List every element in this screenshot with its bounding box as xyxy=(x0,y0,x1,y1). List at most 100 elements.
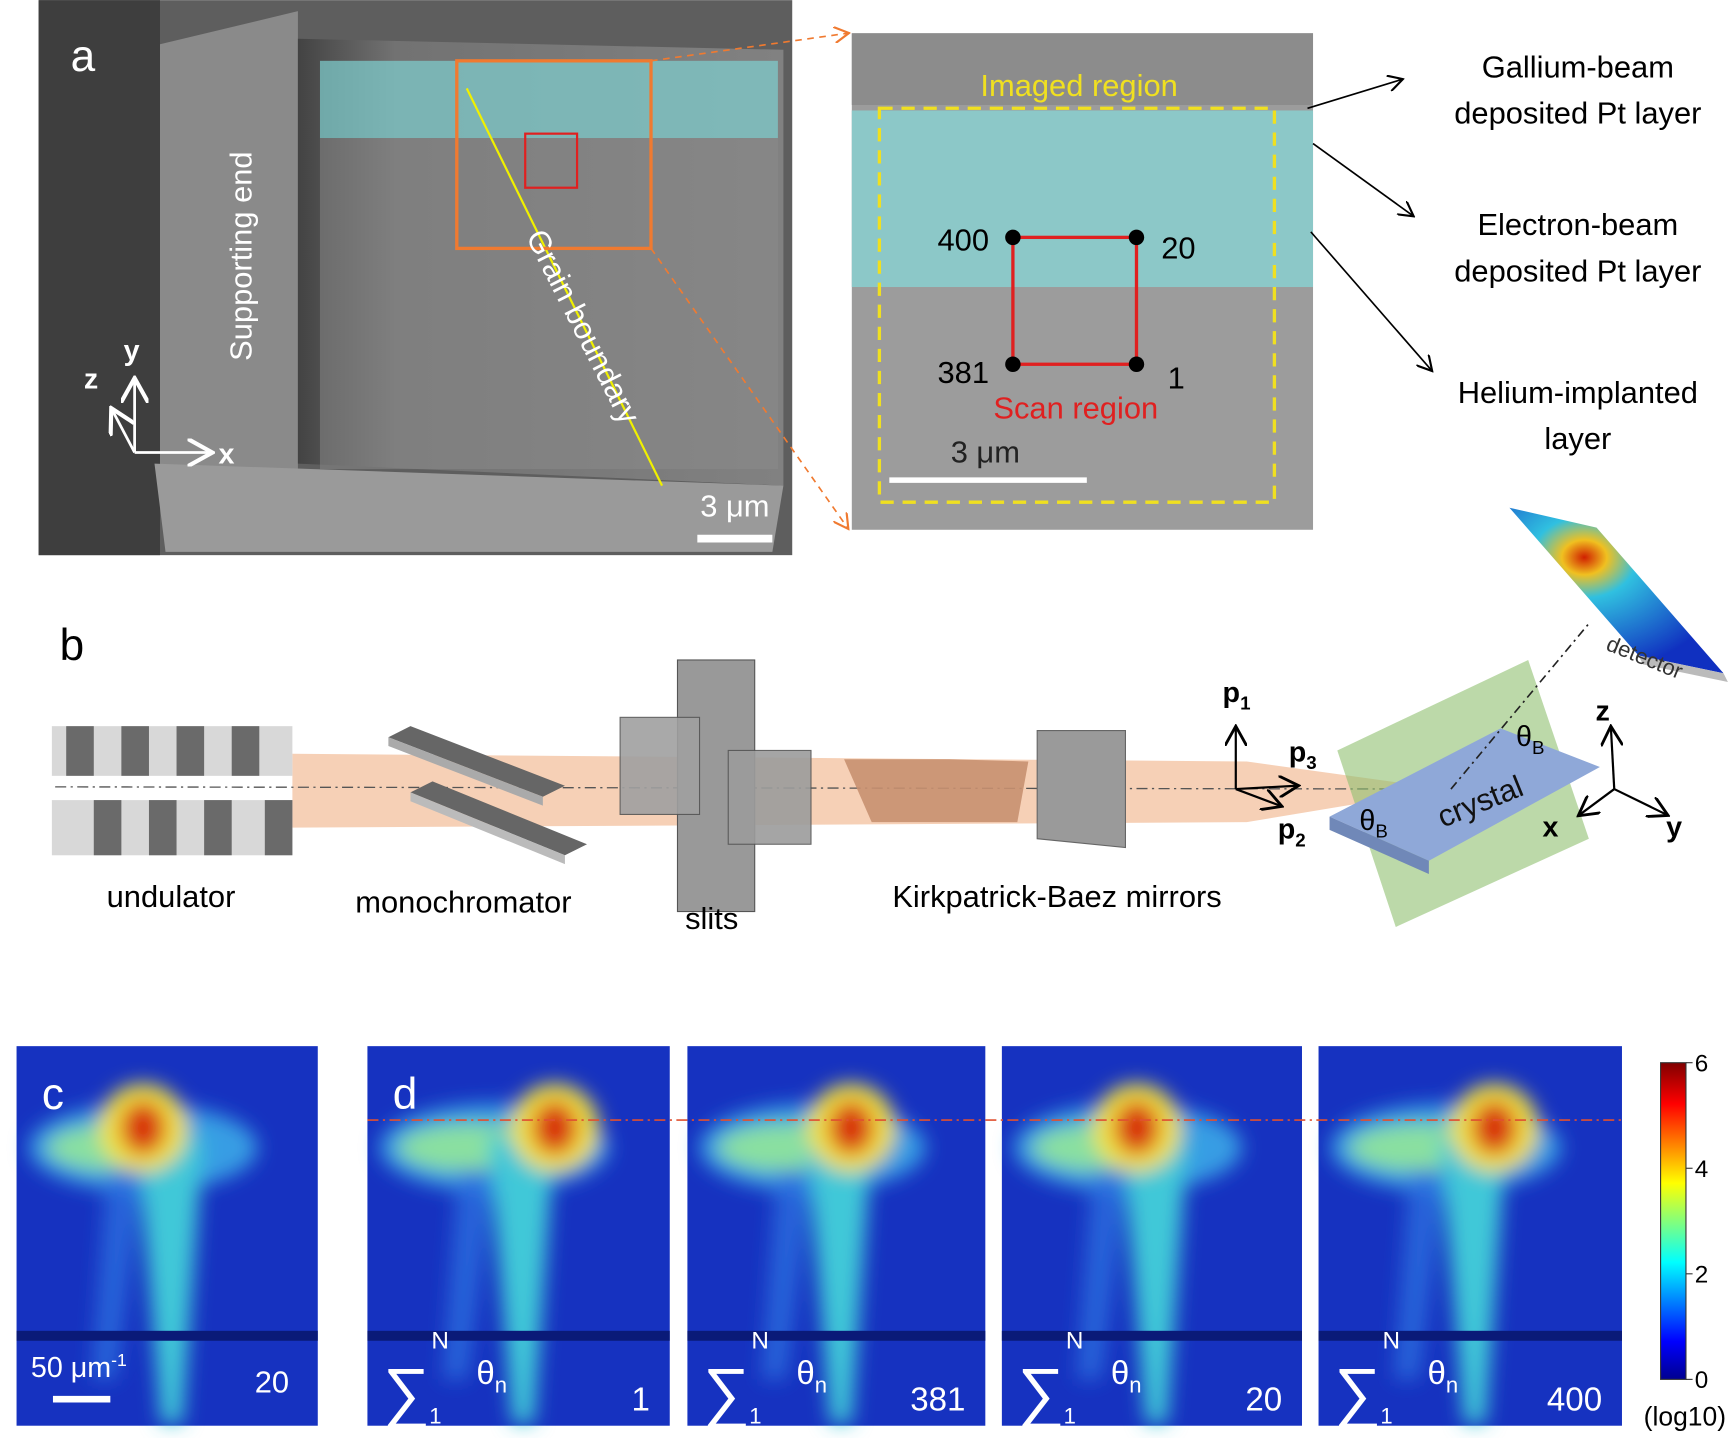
imaged-region-label: Imaged region xyxy=(980,68,1177,103)
sum-part: n xyxy=(495,1373,507,1398)
intensity-blob xyxy=(120,1101,166,1155)
axis-label: y xyxy=(124,335,140,367)
intensity-blob xyxy=(1114,1101,1159,1155)
scale-bar-label: 3 μm xyxy=(700,489,769,524)
map-intensity xyxy=(1330,1083,1562,1424)
panel-label: c xyxy=(42,1070,64,1119)
shape xyxy=(319,138,778,470)
shape xyxy=(844,759,1029,823)
intensity-blob xyxy=(91,1169,144,1380)
axis-label: y xyxy=(1666,812,1682,844)
sum-limit: N xyxy=(1066,1327,1084,1354)
shape xyxy=(524,132,579,189)
sum-label: ∑ θn xyxy=(1017,1355,1141,1430)
sum-part: ∑ xyxy=(1334,1356,1381,1430)
shape: p xyxy=(1289,736,1307,768)
sum-part: θ xyxy=(796,1355,814,1392)
position-label: 20 xyxy=(255,1365,289,1400)
shape xyxy=(176,726,205,776)
sum-part: n xyxy=(815,1373,827,1398)
connector-line xyxy=(1450,623,1590,790)
shape xyxy=(1005,356,1021,372)
panel-label: b xyxy=(60,621,85,670)
colorbar-tick-label: 0 xyxy=(1695,1367,1709,1394)
sum-part: θ xyxy=(476,1355,494,1392)
shape xyxy=(38,0,160,556)
shape xyxy=(851,110,1314,288)
shape: θ xyxy=(1359,805,1375,837)
colorbar-axis: 0 2 4 6 xyxy=(1685,1051,1709,1394)
shape xyxy=(455,59,653,251)
shape xyxy=(1509,507,1724,674)
axis-label: x xyxy=(218,439,234,471)
connector-line xyxy=(1312,142,1412,216)
component-label: undulator xyxy=(107,879,236,914)
connector-line xyxy=(1307,80,1402,110)
layer-labels: Gallium-beam deposited Pt layer Electron-b… xyxy=(1454,49,1701,456)
shape xyxy=(1005,229,1021,246)
shape xyxy=(410,792,565,865)
layer-label: Electron-beam xyxy=(1477,207,1678,242)
shape xyxy=(231,726,260,776)
shape xyxy=(264,800,293,856)
corner-label: 1 xyxy=(1168,361,1185,396)
sum-limit: 1 xyxy=(429,1404,441,1429)
shape xyxy=(204,800,232,856)
sum-limit: N xyxy=(1383,1327,1401,1354)
shape: 3 xyxy=(1306,752,1316,773)
panel-b: b undulator monochromator slits Kirkpatr… xyxy=(51,507,1728,936)
sum-limit: 1 xyxy=(1380,1404,1392,1429)
detector-gap xyxy=(367,1330,670,1341)
colorbar-tick-label: 6 xyxy=(1695,1051,1709,1078)
connector-line xyxy=(1235,788,1280,806)
shape: p xyxy=(1278,814,1296,846)
intensity-blob xyxy=(1394,1169,1446,1380)
shape xyxy=(121,726,149,776)
detector-gap xyxy=(1001,1330,1302,1341)
map-intensity xyxy=(379,1083,610,1424)
map-intensity xyxy=(1013,1083,1242,1424)
intensity-blob xyxy=(761,1169,813,1380)
intensity-blob xyxy=(829,1101,874,1155)
layer-label: deposited Pt layer xyxy=(1454,254,1701,289)
momentum-label: p2 xyxy=(1278,814,1306,851)
layer-label: deposited Pt layer xyxy=(1454,96,1701,131)
sum-label: ∑ θn xyxy=(703,1355,827,1430)
intensity-blob xyxy=(1076,1169,1128,1380)
corner-label: 400 xyxy=(937,223,989,258)
position-label: 1 xyxy=(631,1381,649,1418)
shape xyxy=(1128,356,1145,372)
map-intensity xyxy=(699,1083,926,1424)
sum-limit: N xyxy=(751,1327,769,1354)
detector-gap xyxy=(687,1330,986,1341)
panel-a-zoom: Imaged region 400 20 381 1 Scan region 3… xyxy=(851,33,1314,530)
shape xyxy=(66,726,94,776)
shape xyxy=(154,463,784,552)
connector-line xyxy=(55,786,1451,790)
shape: 50 μm xyxy=(31,1352,111,1384)
shape: 1 xyxy=(1240,693,1250,714)
sum-label: ∑ θn xyxy=(383,1355,507,1430)
layer-label: Gallium-beam xyxy=(1482,49,1674,84)
shape xyxy=(1329,816,1429,875)
connector-line xyxy=(1613,788,1666,814)
shape xyxy=(1329,728,1600,861)
detector-gap xyxy=(16,1330,318,1341)
sum-part: ∑ xyxy=(383,1356,430,1430)
shape xyxy=(1011,235,1139,366)
shape: -1 xyxy=(111,1350,127,1370)
intensity-blob xyxy=(1439,1136,1507,1424)
colorbar-tick-label: 2 xyxy=(1695,1262,1709,1289)
panel-label: d xyxy=(393,1070,418,1119)
component-label: Kirkpatrick-Baez mirrors xyxy=(892,879,1221,914)
connector-line xyxy=(113,411,136,454)
sum-part: ∑ xyxy=(703,1356,750,1430)
shape: θ xyxy=(1516,721,1532,753)
scan-region-label: Scan region xyxy=(993,390,1158,425)
shape xyxy=(388,737,543,806)
shape xyxy=(148,800,177,856)
sum-part: θ xyxy=(1111,1355,1129,1392)
